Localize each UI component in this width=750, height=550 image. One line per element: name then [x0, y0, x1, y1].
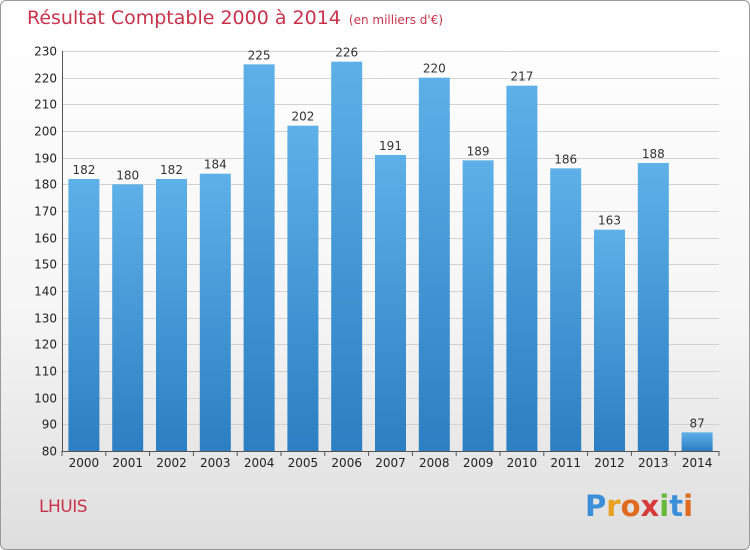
data-label: 182	[72, 163, 95, 177]
y-tick-label: 130	[34, 312, 57, 326]
bar	[156, 179, 187, 451]
data-label: 226	[335, 46, 358, 60]
bar	[375, 155, 406, 451]
y-tick-label: 90	[42, 418, 57, 432]
data-label: 225	[248, 48, 271, 62]
y-tick-label: 170	[34, 205, 57, 219]
x-tick-label: 2001	[112, 456, 143, 470]
x-tick-label: 2008	[419, 456, 450, 470]
chart-title: Résultat Comptable 2000 à 2014 (en millie…	[27, 7, 443, 29]
x-tick-label: 2007	[375, 456, 406, 470]
y-tick-label: 180	[34, 178, 57, 192]
x-tick-label: 2003	[200, 456, 231, 470]
y-tick-label: 110	[34, 365, 57, 379]
y-tick-label: 140	[34, 285, 57, 299]
y-tick-label: 80	[42, 445, 57, 459]
logo-letter: x	[640, 489, 660, 523]
bar	[594, 229, 625, 451]
data-label: 220	[423, 62, 446, 76]
bar	[418, 77, 450, 452]
logo-letter: i	[683, 489, 694, 523]
logo-letter: i	[659, 489, 670, 523]
x-tick-label: 2004	[244, 456, 275, 470]
data-label: 189	[467, 144, 490, 158]
bar	[550, 168, 582, 452]
logo-letter: r	[606, 489, 621, 523]
logo-letter: t	[669, 489, 684, 523]
x-tick-label: 2013	[638, 456, 669, 470]
x-tick-label: 2014	[682, 456, 713, 470]
y-tick-label: 100	[34, 392, 57, 406]
bar	[462, 160, 494, 452]
commune-name: LHUIS	[39, 497, 88, 517]
bar	[68, 179, 100, 451]
x-tick-label: 2005	[288, 456, 319, 470]
y-tick-label: 200	[34, 125, 57, 139]
y-tick-label: 230	[34, 45, 57, 59]
chart-subtitle: (en milliers d'€)	[348, 13, 444, 27]
y-tick-label: 150	[34, 258, 57, 272]
data-label: 184	[204, 158, 227, 172]
bar	[331, 61, 363, 452]
bar	[681, 432, 713, 451]
bar	[637, 163, 669, 451]
data-label: 186	[554, 152, 577, 166]
bar	[287, 125, 319, 452]
logo-letter: P	[585, 489, 607, 523]
y-tick-label: 190	[34, 152, 57, 166]
data-label: 188	[642, 147, 665, 161]
y-tick-label: 210	[34, 98, 57, 112]
y-tick-label: 160	[34, 232, 57, 246]
bar	[112, 184, 144, 452]
data-label: 180	[116, 168, 139, 182]
chart-title-text: Résultat Comptable 2000 à 2014	[27, 7, 341, 29]
proxiti-logo: Proxiti	[585, 489, 693, 523]
bar	[243, 64, 275, 452]
data-label: 182	[160, 163, 183, 177]
logo-letter: o	[620, 489, 641, 523]
y-tick-label: 120	[34, 338, 57, 352]
x-tick-label: 2009	[463, 456, 494, 470]
bar	[199, 173, 231, 451]
x-tick-label: 2006	[331, 456, 362, 470]
data-label: 87	[689, 416, 704, 430]
bar	[506, 85, 538, 452]
x-tick-label: 2012	[594, 456, 625, 470]
data-label: 191	[379, 139, 402, 153]
x-tick-label: 2002	[156, 456, 187, 470]
data-label: 217	[510, 70, 533, 84]
data-label: 163	[598, 214, 621, 228]
x-tick-label: 2010	[507, 456, 538, 470]
y-tick-label: 220	[34, 72, 57, 86]
x-tick-label: 2000	[69, 456, 100, 470]
x-tick-label: 2011	[550, 456, 581, 470]
data-label: 202	[291, 110, 314, 124]
